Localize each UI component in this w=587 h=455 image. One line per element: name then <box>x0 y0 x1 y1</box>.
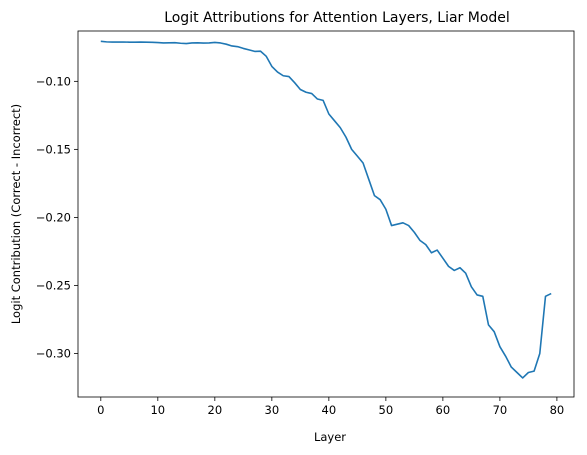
y-tick-label: −0.10 <box>36 74 71 88</box>
x-tick-label: 40 <box>322 403 337 417</box>
series-line <box>100 40 552 379</box>
chart-title: Logit Attributions for Attention Layers,… <box>164 10 510 26</box>
x-tick-label: 30 <box>265 403 280 417</box>
x-tick-label: 70 <box>493 403 508 417</box>
y-tick-label: −0.20 <box>36 210 71 224</box>
x-tick-label: 20 <box>208 403 223 417</box>
y-tick-label: −0.30 <box>36 346 71 360</box>
x-axis: 0 10 20 30 40 50 60 70 80 <box>97 397 564 417</box>
x-tick-label: 0 <box>97 403 104 417</box>
x-axis-label: Layer <box>314 430 346 444</box>
x-tick-label: 60 <box>436 403 451 417</box>
x-tick-label: 10 <box>150 403 165 417</box>
y-tick-label: −0.15 <box>36 142 71 156</box>
x-tick-label: 50 <box>379 403 394 417</box>
y-axis-label: Logit Contribution (Correct - Incorrect) <box>9 104 23 324</box>
x-tick-label: 80 <box>550 403 565 417</box>
plot-area <box>77 30 575 398</box>
y-axis: −0.10 −0.15 −0.20 −0.25 −0.30 <box>36 74 78 360</box>
y-tick-label: −0.25 <box>36 278 71 292</box>
